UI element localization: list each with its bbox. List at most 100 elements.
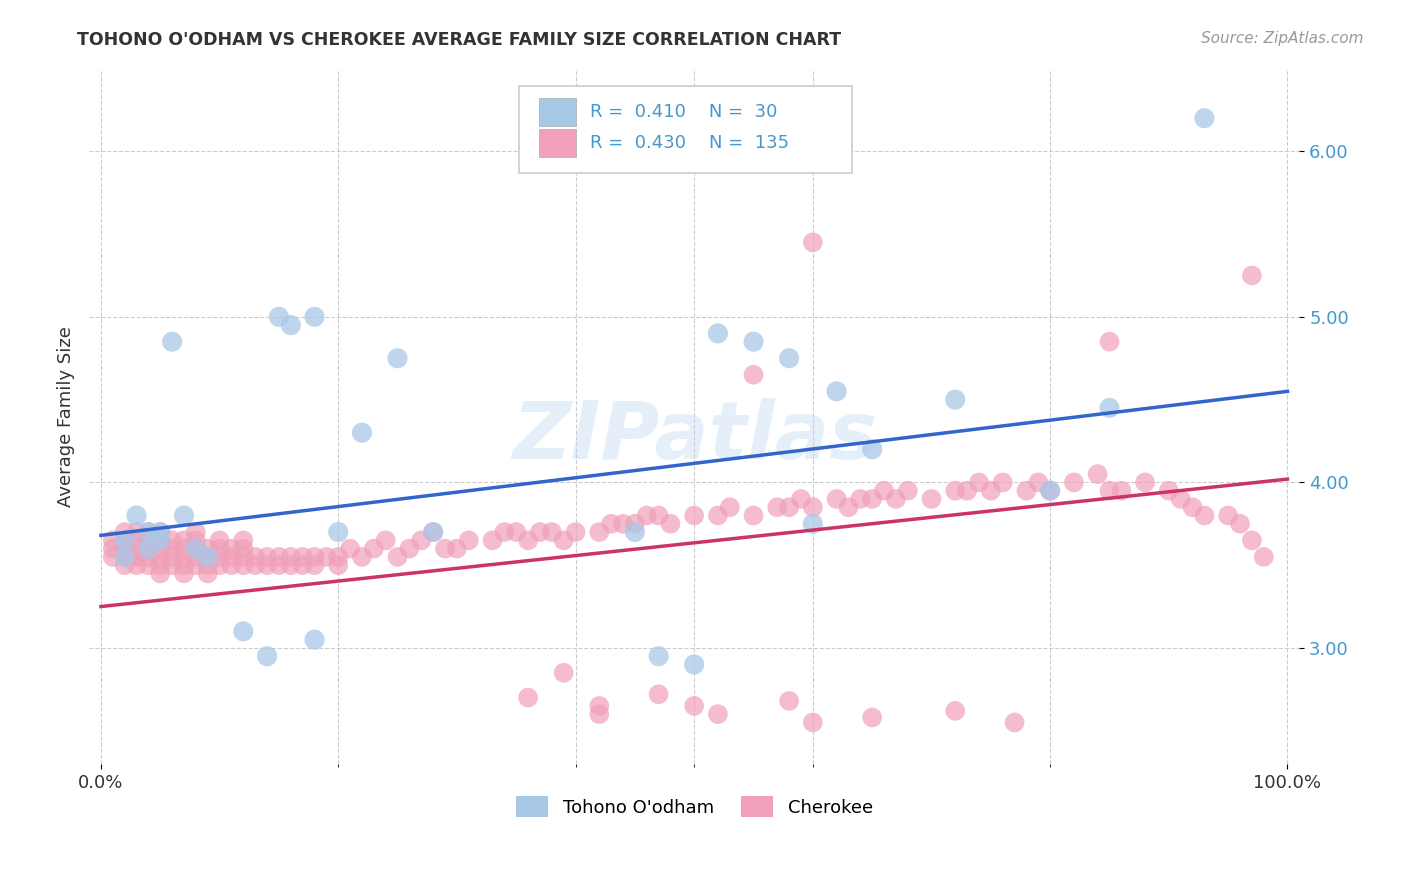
- Point: [125, 549, 148, 564]
- Point: [659, 516, 682, 531]
- Point: [149, 524, 172, 539]
- Point: [114, 558, 136, 573]
- Text: Source: ZipAtlas.com: Source: ZipAtlas.com: [1201, 31, 1364, 46]
- Point: [1194, 508, 1216, 523]
- Point: [718, 500, 741, 515]
- Point: [897, 483, 920, 498]
- Point: [647, 687, 669, 701]
- Point: [315, 549, 337, 564]
- Point: [138, 524, 160, 539]
- Point: [553, 533, 575, 548]
- Point: [208, 541, 231, 556]
- Point: [860, 491, 883, 506]
- Point: [873, 483, 896, 498]
- Point: [328, 558, 350, 573]
- Point: [114, 524, 136, 539]
- Point: [398, 541, 420, 556]
- Point: [588, 524, 610, 539]
- Point: [197, 541, 219, 556]
- Point: [564, 524, 586, 539]
- Point: [280, 318, 302, 332]
- Point: [256, 549, 278, 564]
- Point: [778, 351, 800, 366]
- Point: [766, 500, 789, 515]
- Point: [860, 710, 883, 724]
- Point: [160, 533, 183, 548]
- Point: [256, 558, 278, 573]
- Point: [647, 649, 669, 664]
- Point: [197, 566, 219, 581]
- Point: [825, 384, 848, 399]
- Point: [149, 524, 172, 539]
- Point: [114, 533, 136, 548]
- Point: [422, 524, 444, 539]
- Point: [149, 533, 172, 548]
- Point: [243, 558, 266, 573]
- Point: [328, 524, 350, 539]
- Point: [778, 500, 800, 515]
- Point: [636, 508, 658, 523]
- Point: [173, 566, 195, 581]
- Point: [197, 549, 219, 564]
- Point: [149, 549, 172, 564]
- Point: [339, 541, 361, 556]
- Point: [849, 491, 872, 506]
- Point: [1026, 475, 1049, 490]
- Legend: Tohono O'odham, Cherokee: Tohono O'odham, Cherokee: [509, 789, 880, 824]
- Point: [374, 533, 396, 548]
- Point: [267, 310, 290, 324]
- Point: [280, 549, 302, 564]
- Point: [173, 541, 195, 556]
- Point: [801, 715, 824, 730]
- Point: [1170, 491, 1192, 506]
- Point: [683, 657, 706, 672]
- Point: [1039, 483, 1062, 498]
- Point: [980, 483, 1002, 498]
- Point: [125, 524, 148, 539]
- Point: [138, 533, 160, 548]
- Point: [328, 549, 350, 564]
- Point: [387, 351, 409, 366]
- Point: [1253, 549, 1275, 564]
- Point: [184, 533, 207, 548]
- Point: [884, 491, 907, 506]
- Point: [160, 541, 183, 556]
- Point: [1098, 334, 1121, 349]
- Point: [411, 533, 433, 548]
- Point: [956, 483, 979, 498]
- Point: [1098, 483, 1121, 498]
- Point: [1157, 483, 1180, 498]
- Point: [457, 533, 479, 548]
- Bar: [540, 98, 575, 127]
- Point: [304, 310, 326, 324]
- Point: [184, 558, 207, 573]
- Point: [149, 558, 172, 573]
- Point: [149, 566, 172, 581]
- Point: [600, 516, 623, 531]
- Point: [291, 549, 314, 564]
- Point: [267, 549, 290, 564]
- Point: [967, 475, 990, 490]
- Point: [173, 508, 195, 523]
- Point: [943, 483, 966, 498]
- Point: [221, 549, 243, 564]
- Point: [1240, 268, 1263, 283]
- Point: [173, 533, 195, 548]
- Point: [434, 541, 457, 556]
- Point: [1039, 483, 1062, 498]
- Point: [304, 549, 326, 564]
- Point: [742, 334, 765, 349]
- Point: [184, 549, 207, 564]
- Point: [742, 368, 765, 382]
- Point: [138, 524, 160, 539]
- Point: [114, 541, 136, 556]
- Y-axis label: Average Family Size: Average Family Size: [58, 326, 75, 507]
- Point: [1229, 516, 1251, 531]
- Point: [624, 516, 647, 531]
- Point: [101, 533, 124, 548]
- Point: [742, 508, 765, 523]
- Point: [184, 524, 207, 539]
- Point: [363, 541, 385, 556]
- Point: [114, 549, 136, 564]
- Point: [801, 516, 824, 531]
